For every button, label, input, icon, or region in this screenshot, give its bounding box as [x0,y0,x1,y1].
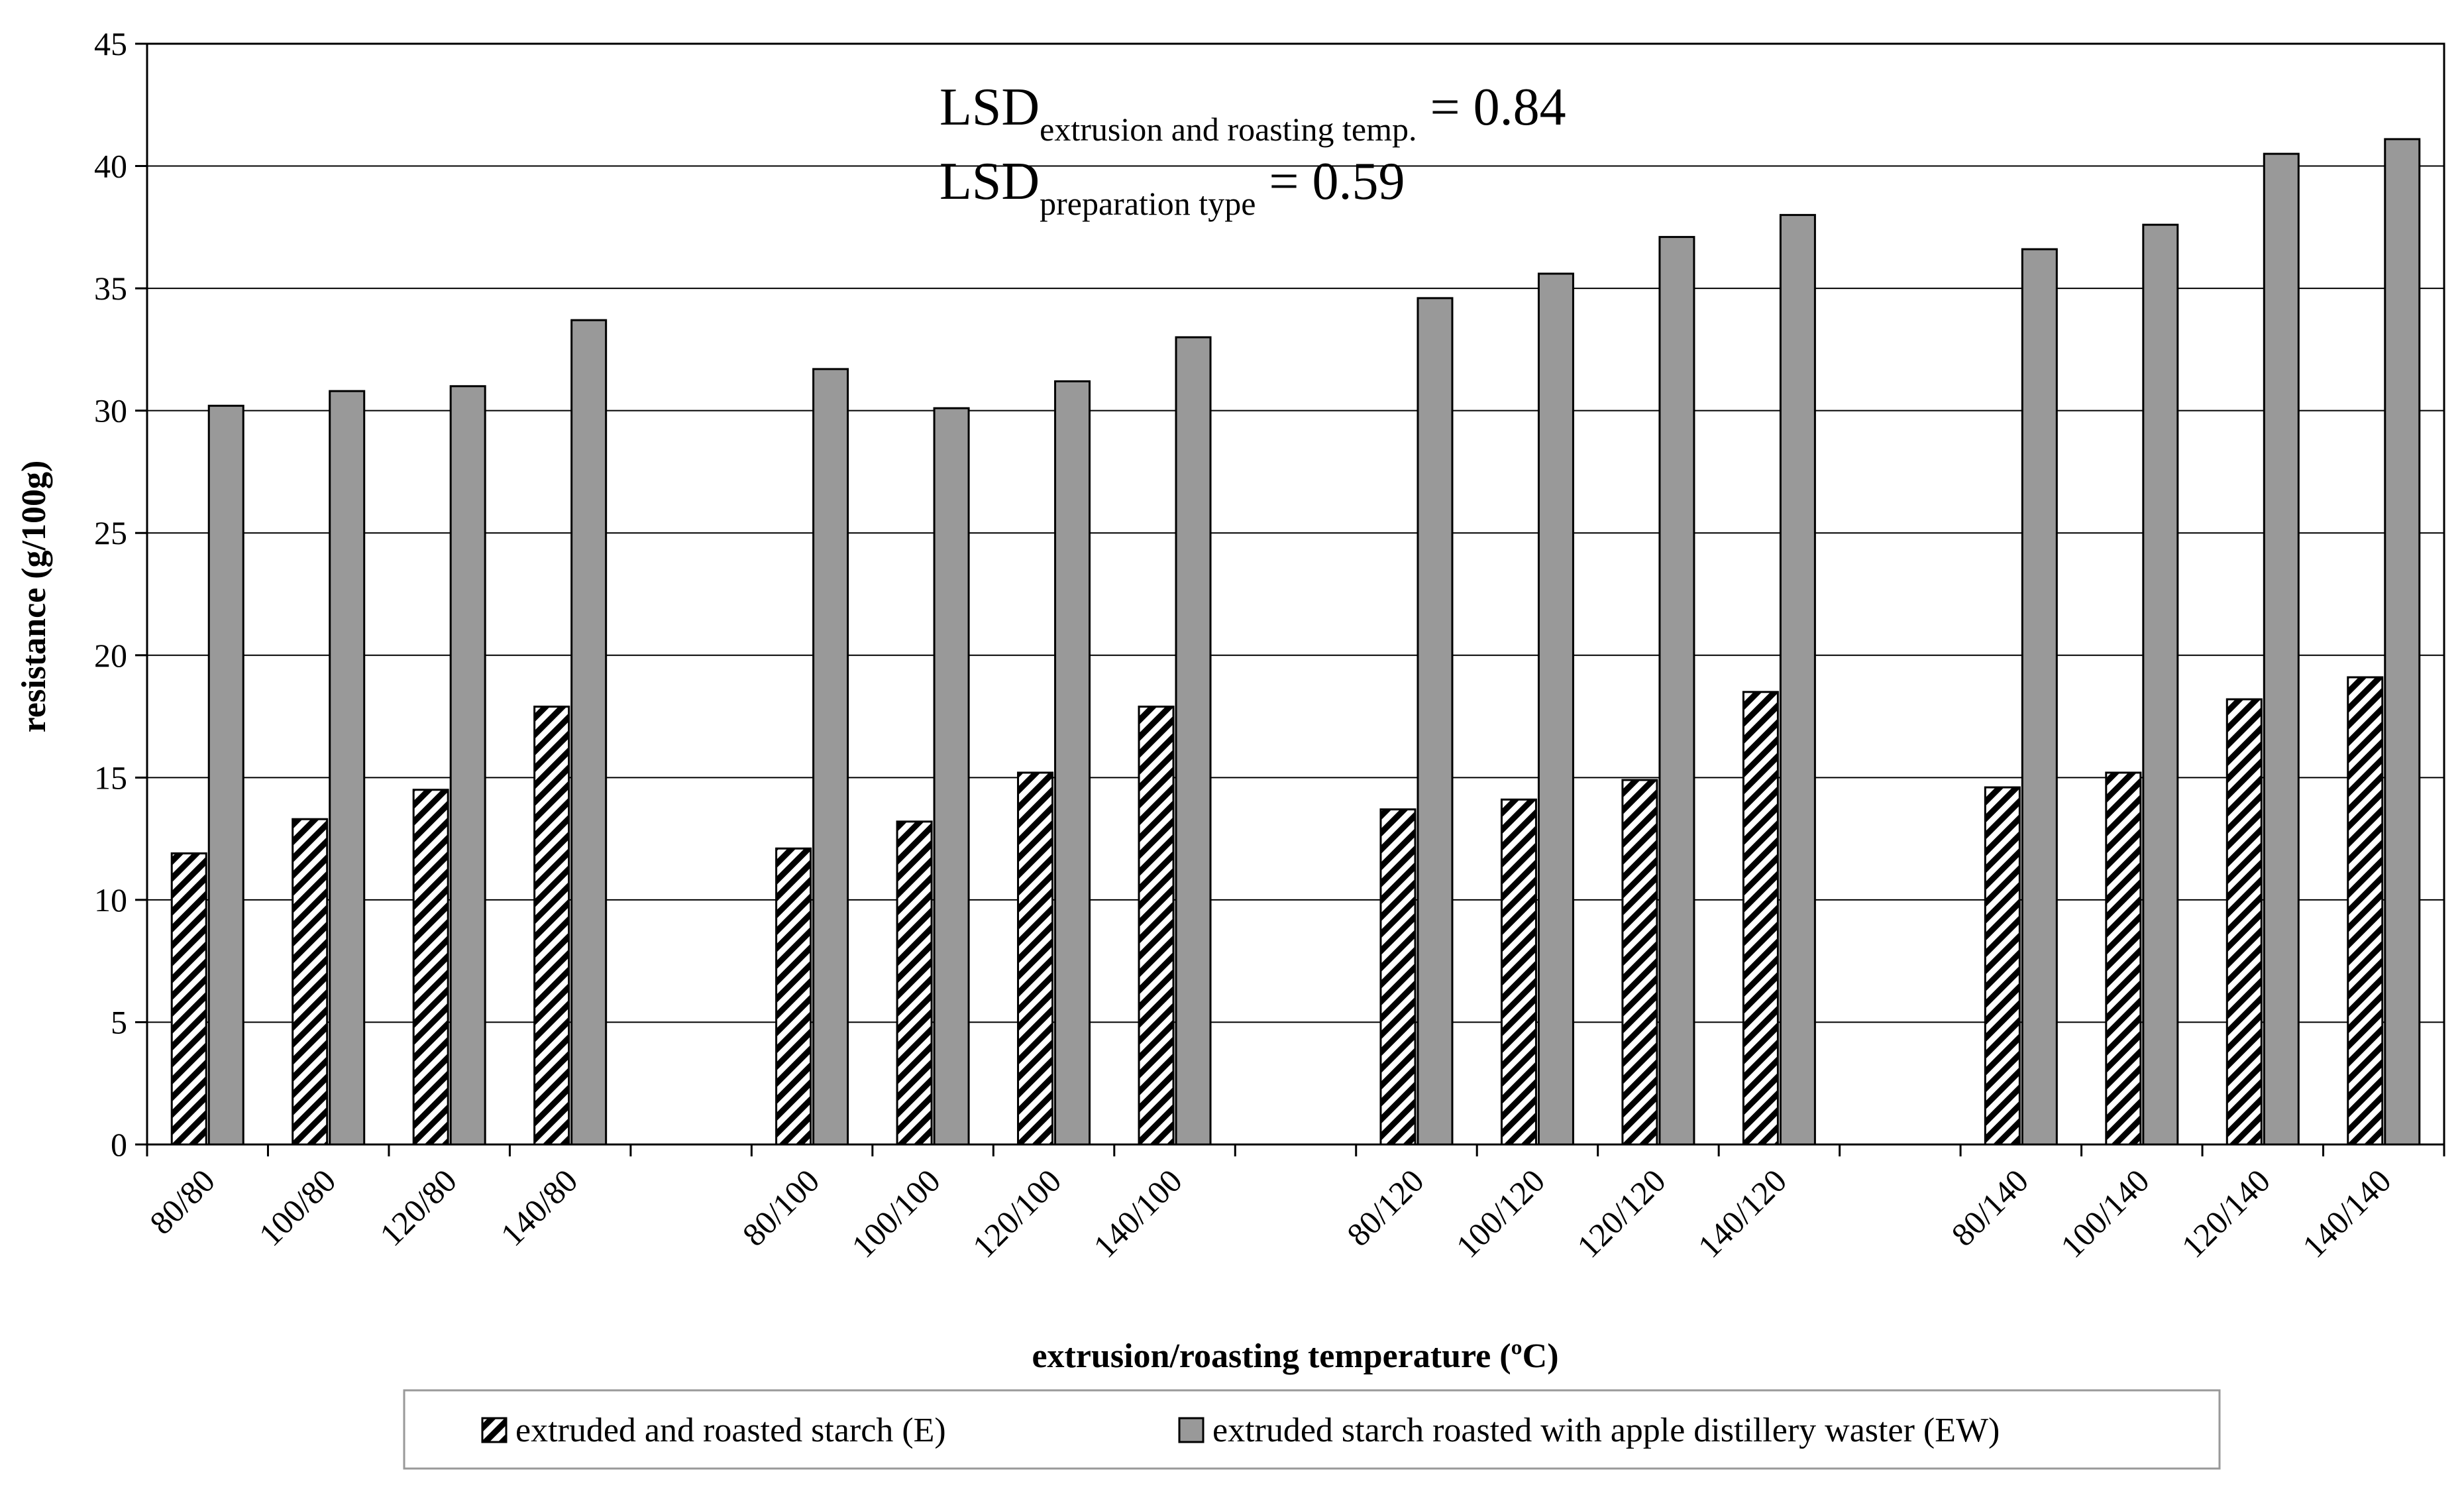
gridlines [147,165,2444,1023]
lsd-1-value: = 0.84 [1417,78,1566,137]
x-tick-label: 80/140 [1944,1162,2035,1253]
x-tick-label: 100/100 [844,1162,947,1264]
x-tick-label: 140/120 [1691,1162,1794,1264]
bar-ew [570,319,608,1146]
x-tick-label: 80/120 [1340,1162,1431,1253]
bar-ew [1658,236,1695,1146]
svg-text:LSDpreparation type = 0.59: LSDpreparation type = 0.59 [939,152,1405,222]
bar-ew [1054,380,1091,1146]
x-tick-label: 100/80 [252,1162,343,1253]
lsd-2-value: = 0.59 [1256,152,1405,211]
lsd-1-sub: extrusion and roasting temp. [1040,111,1417,148]
bar-e [1017,771,1054,1146]
lsd-2-sub: preparation type [1040,185,1256,222]
y-tick-label: 40 [94,148,127,185]
bar-e [1379,808,1417,1146]
x-tick-label: 80/80 [142,1162,222,1241]
bar-e [896,820,933,1146]
lsd-1-main: LSD [939,78,1040,137]
bar-ew [812,368,849,1146]
svg-text:LSDextrusion and roasting temp: LSDextrusion and roasting temp. = 0.84 [939,78,1566,148]
bar-ew [449,385,486,1146]
y-tick-label: 45 [94,25,127,62]
y-tick-label: 15 [94,759,127,796]
bar-ew [207,404,244,1146]
bar-ew [2142,223,2179,1146]
x-tick-label: 140/100 [1086,1162,1189,1264]
bar-ew [329,390,366,1146]
y-tick-label: 0 [111,1126,127,1163]
x-tick-label: 120/120 [1570,1162,1672,1264]
bar-e [1500,799,1537,1146]
x-tick-label: 140/80 [494,1162,585,1253]
bar-e [1984,786,2021,1146]
legend-swatch-e [481,1417,508,1443]
y-axis-ticks: 0 5 10 15 20 25 30 35 40 45 [94,25,147,1163]
bar-e [1621,779,1658,1146]
y-axis-title: resistance (g/100g) [15,461,53,733]
x-tick-label: 120/100 [965,1162,1068,1264]
lsd-annotation-1: LSDextrusion and roasting temp. = 0.84 [939,78,1566,148]
legend: extruded and roasted starch (E) extruded… [403,1389,2221,1470]
bar-e [2105,771,2142,1146]
legend-box [403,1389,2221,1470]
bar-ew [1417,297,1454,1146]
y-tick-label: 35 [94,270,127,307]
bar-e [775,847,812,1146]
x-axis-title: extrusion/roasting temperature (ºC) [1032,1337,1558,1375]
bar-ew [2263,152,2300,1146]
lsd-2-main: LSD [939,152,1040,211]
bar-ew [2384,138,2421,1146]
x-tick-label: 120/80 [372,1162,464,1253]
legend-swatch-ew [1178,1417,1205,1443]
bar-ew [933,407,970,1146]
y-tick-label: 20 [94,637,127,674]
bar-e [1138,705,1175,1146]
bar-e [170,852,207,1146]
lsd-annotation-2: LSDpreparation type = 0.59 [939,152,1405,222]
x-tick-label: 100/140 [2053,1162,2156,1264]
bar-e [412,789,449,1146]
x-tick-label: 120/140 [2174,1162,2277,1264]
bar-ew [1175,336,1212,1146]
x-axis-ticks: 80/80 100/80 120/80 140/80 80/100 100/100 120/… [142,1144,2445,1265]
x-tick-label: 80/100 [735,1162,827,1253]
bar-e [2225,698,2263,1146]
bar-e [2347,676,2384,1146]
bars [170,138,2421,1146]
y-tick-label: 30 [94,392,127,429]
y-tick-label: 10 [94,881,127,918]
bar-ew [1779,213,1816,1146]
y-tick-label: 5 [111,1003,127,1040]
bar-e [533,705,570,1146]
bar-ew [2021,248,2058,1146]
y-tick-label: 25 [94,514,127,551]
legend-label-e: extruded and roasted starch (E) [515,1412,946,1449]
bar-e [1742,691,1779,1146]
bar-e [292,818,329,1146]
legend-label-ew: extruded starch roasted with apple disti… [1212,1412,2000,1449]
x-tick-label: 140/140 [2295,1162,2398,1264]
bar-ew [1537,272,1574,1146]
x-tick-label: 100/120 [1449,1162,1552,1264]
plot-area [146,42,2445,1146]
